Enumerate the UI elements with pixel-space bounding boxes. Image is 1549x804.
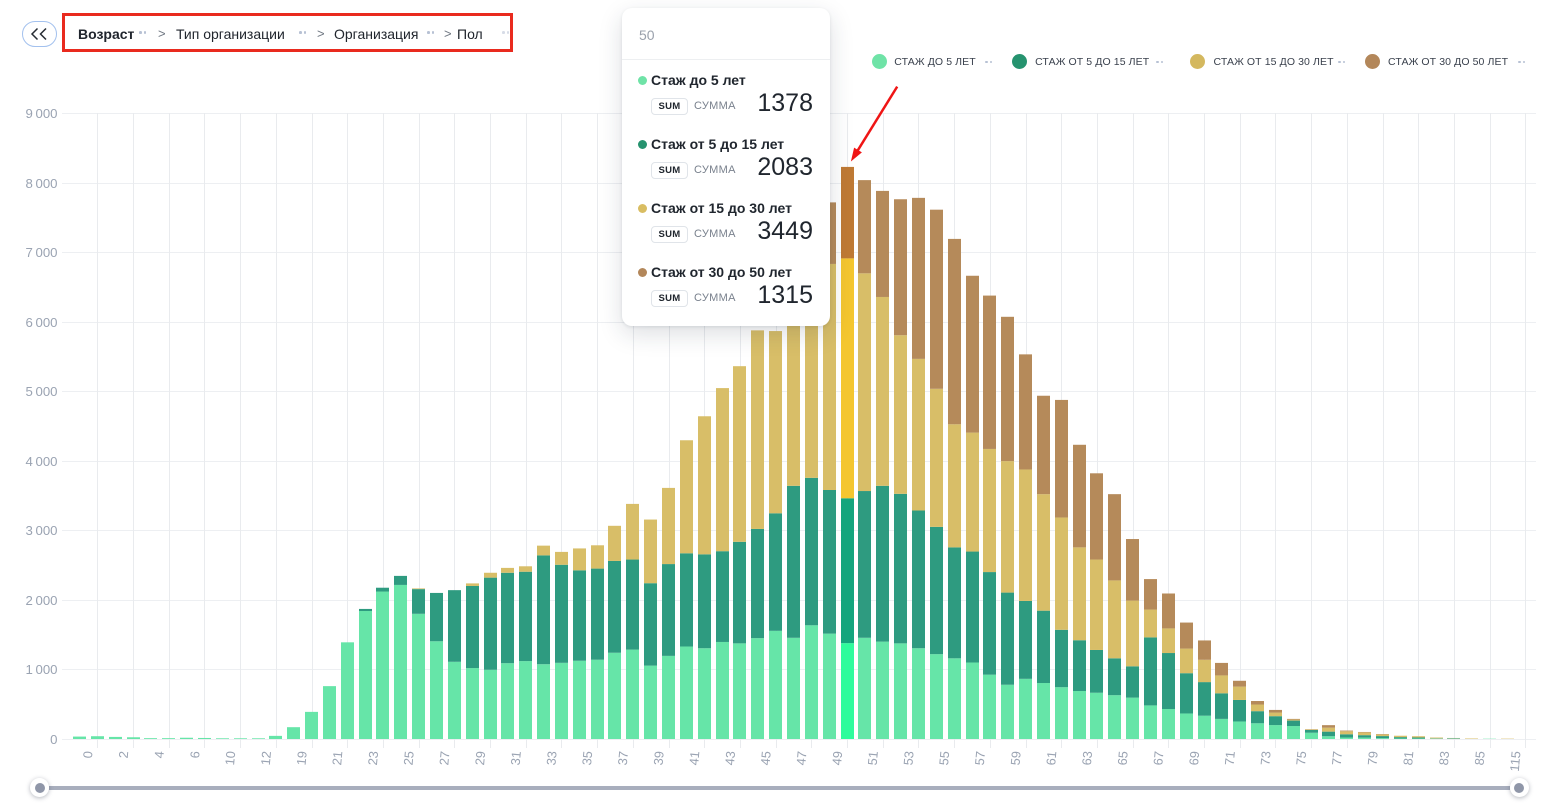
svg-text:23: 23	[365, 750, 381, 765]
svg-text:29: 29	[472, 750, 488, 765]
svg-text:9 000: 9 000	[26, 106, 58, 121]
svg-text:115: 115	[1507, 750, 1524, 772]
svg-text:77: 77	[1329, 750, 1345, 765]
svg-text:43: 43	[722, 750, 738, 765]
svg-text:21: 21	[329, 750, 345, 765]
svg-text:3 000: 3 000	[26, 523, 58, 538]
svg-text:37: 37	[615, 750, 631, 765]
svg-text:6 000: 6 000	[26, 315, 58, 330]
svg-text:7 000: 7 000	[26, 245, 58, 260]
svg-text:53: 53	[900, 750, 916, 765]
svg-text:85: 85	[1472, 750, 1488, 765]
svg-text:67: 67	[1150, 750, 1166, 765]
svg-text:35: 35	[579, 750, 595, 765]
svg-text:55: 55	[936, 750, 952, 765]
svg-text:4 000: 4 000	[26, 454, 58, 469]
svg-text:2: 2	[116, 750, 132, 758]
svg-text:8 000: 8 000	[26, 176, 58, 191]
svg-text:1 000: 1 000	[26, 662, 58, 677]
svg-text:33: 33	[543, 750, 559, 765]
svg-text:0: 0	[80, 750, 96, 758]
svg-text:49: 49	[829, 750, 845, 765]
svg-text:45: 45	[758, 750, 774, 765]
svg-text:57: 57	[972, 750, 988, 765]
svg-text:12: 12	[258, 750, 274, 765]
svg-text:73: 73	[1257, 750, 1273, 765]
svg-text:71: 71	[1222, 750, 1238, 765]
svg-text:51: 51	[865, 750, 881, 765]
svg-text:61: 61	[1043, 750, 1059, 765]
svg-text:10: 10	[222, 750, 238, 765]
svg-text:27: 27	[436, 750, 452, 765]
svg-text:25: 25	[401, 750, 417, 765]
svg-text:63: 63	[1079, 750, 1095, 765]
svg-text:41: 41	[686, 750, 702, 765]
svg-text:81: 81	[1400, 750, 1416, 765]
svg-text:65: 65	[1115, 750, 1131, 765]
svg-text:2 000: 2 000	[26, 593, 58, 608]
svg-text:31: 31	[508, 750, 524, 765]
svg-text:59: 59	[1008, 750, 1024, 765]
svg-text:79: 79	[1365, 750, 1381, 765]
svg-text:47: 47	[793, 750, 809, 765]
svg-text:5 000: 5 000	[26, 384, 58, 399]
svg-text:6: 6	[187, 750, 203, 758]
svg-text:39: 39	[651, 750, 667, 765]
svg-text:19: 19	[294, 750, 310, 765]
svg-text:69: 69	[1186, 750, 1202, 765]
svg-text:4: 4	[151, 750, 167, 758]
svg-text:83: 83	[1436, 750, 1452, 765]
svg-text:0: 0	[50, 732, 57, 747]
svg-text:75: 75	[1293, 750, 1309, 765]
